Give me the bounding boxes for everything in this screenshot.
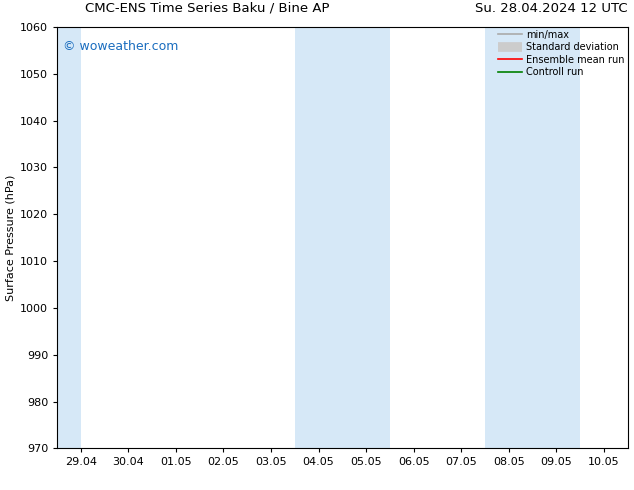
Text: Su. 28.04.2024 12 UTC: Su. 28.04.2024 12 UTC (475, 1, 628, 15)
Text: CMC-ENS Time Series Baku / Bine AP: CMC-ENS Time Series Baku / Bine AP (84, 1, 329, 15)
Bar (57, 27, 81, 448)
Bar (485, 27, 580, 448)
Y-axis label: Surface Pressure (hPa): Surface Pressure (hPa) (6, 174, 16, 301)
Legend: min/max, Standard deviation, Ensemble mean run, Controll run: min/max, Standard deviation, Ensemble me… (498, 30, 624, 77)
Text: © woweather.com: © woweather.com (63, 40, 178, 52)
Bar (295, 27, 390, 448)
